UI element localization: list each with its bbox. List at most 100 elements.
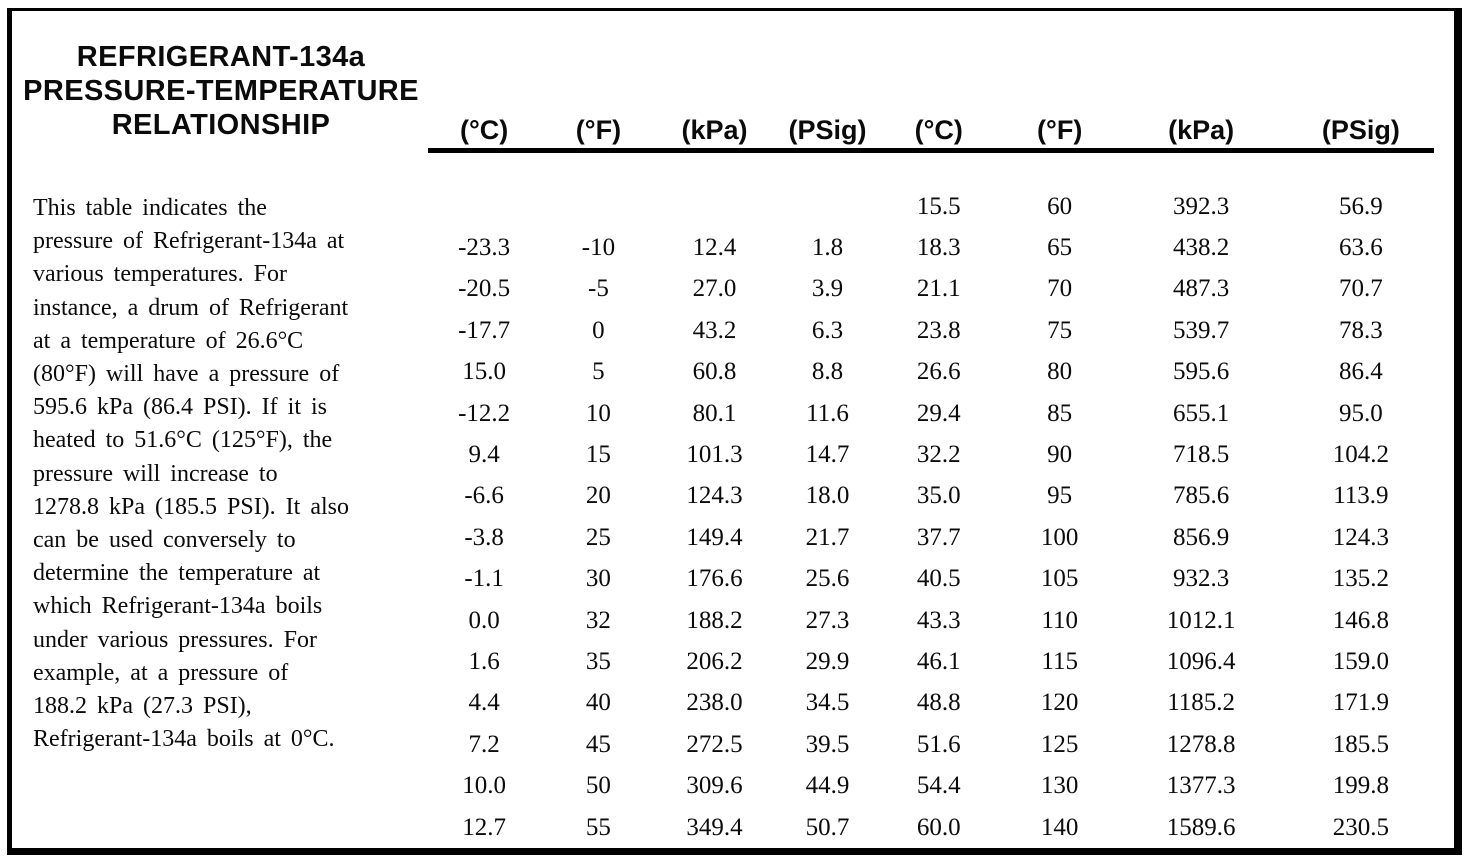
table-cell: 0 <box>592 316 605 344</box>
page-title: REFRIGERANT-134a PRESSURE-TEMPERATURE RE… <box>16 40 426 142</box>
table-cell: 309.6 <box>686 772 743 800</box>
table-cell: 54.4 <box>916 772 961 800</box>
table-cell: 50 <box>585 772 611 800</box>
table-cell: 185.5 <box>1332 730 1390 758</box>
table-row: 9.4 15 101.3 14.7 32.2 90 718.5 104.2 <box>428 434 1444 475</box>
column-header: (°C) <box>459 115 509 145</box>
table-cell: 15.0 <box>462 358 506 386</box>
table-cell: 70.7 <box>1339 275 1383 303</box>
table-cell: 1.6 <box>468 647 500 675</box>
table-cell: 60.0 <box>916 813 961 841</box>
table-cell: 51.6 <box>916 730 961 758</box>
table-cell: 32 <box>585 606 611 634</box>
table-cell: 32.2 <box>916 441 961 469</box>
table-cell: 80.1 <box>692 399 737 427</box>
table-cell: 10.0 <box>462 772 506 800</box>
table-cell: 40.5 <box>916 565 961 593</box>
table-cell: 48.8 <box>916 689 961 717</box>
table-cell: 30 <box>585 565 611 593</box>
table-cell: 70 <box>1047 275 1073 303</box>
table-row: 15.5 60 392.3 56.9 <box>428 186 1444 227</box>
table-cell: -1.1 <box>464 565 504 593</box>
table-cell: 95.0 <box>1339 399 1383 427</box>
table-cell: 124.3 <box>1332 523 1390 551</box>
table-cell: 8.8 <box>811 358 844 386</box>
table-cell: 176.6 <box>686 565 743 593</box>
table-cell: 29.9 <box>805 647 850 675</box>
title-line: RELATIONSHIP <box>111 109 331 141</box>
table-cell: 856.9 <box>1173 523 1230 551</box>
table-cell: 4.4 <box>468 689 500 717</box>
column-header: (kPa) <box>1168 115 1235 145</box>
table-cell: 20 <box>585 482 611 510</box>
table-row: 0.0 32 188.2 27.3 43.3 110 1012.1 146.8 <box>428 600 1444 641</box>
column-header: (PSig) <box>1321 115 1400 145</box>
table-cell: 25 <box>585 523 611 551</box>
table-cell: -20.5 <box>458 275 511 303</box>
column-header: (kPa) <box>681 115 748 145</box>
table-cell: 199.8 <box>1332 772 1390 800</box>
table-cell: 25.6 <box>805 565 850 593</box>
table-row: 10.0 50 309.6 44.9 54.4 130 1377.3 199.8 <box>428 765 1444 806</box>
table-cell: 0.0 <box>468 606 500 634</box>
table-cell: 655.1 <box>1173 399 1230 427</box>
description-paragraph: This table indicates the pressure of Refr… <box>33 192 349 756</box>
table-cell: 5 <box>592 358 605 386</box>
table-cell: 43.2 <box>692 316 737 344</box>
title-line: REFRIGERANT-134a <box>76 41 366 73</box>
table-cell: 9.4 <box>468 441 500 469</box>
table-cell: 7.2 <box>468 730 500 758</box>
table-cell: 11.6 <box>806 399 849 427</box>
table-cell: 44.9 <box>805 772 850 800</box>
table-cell: 78.3 <box>1339 316 1383 344</box>
table-cell: 46.1 <box>916 647 961 675</box>
table-cell: 86.4 <box>1339 358 1383 386</box>
table-cell: 115 <box>1041 647 1078 675</box>
table-cell: 21.7 <box>805 523 850 551</box>
table-cell: 80 <box>1047 358 1073 386</box>
table-cell: 34.5 <box>805 689 850 717</box>
table-cell: 785.6 <box>1173 482 1230 510</box>
table-row: -12.2 10 80.1 11.6 29.4 85 655.1 95.0 <box>428 393 1444 434</box>
table-cell: 50.7 <box>805 813 850 841</box>
table-cell: 60.8 <box>692 358 737 386</box>
table-cell: 37.7 <box>916 523 961 551</box>
table-cell: 18.3 <box>916 234 961 262</box>
table-cell: 43.3 <box>916 606 961 634</box>
table-row: 1.6 35 206.2 29.9 46.1 115 1096.4 159.0 <box>428 641 1444 682</box>
table-cell: 140 <box>1040 813 1079 841</box>
table-cell: 104.2 <box>1332 441 1390 469</box>
table-cell: 21.1 <box>916 275 961 303</box>
table-cell: 35 <box>585 647 611 675</box>
table-cell: 125 <box>1040 730 1079 758</box>
table-cell: 105 <box>1040 565 1079 593</box>
table-cell: 135.2 <box>1332 565 1390 593</box>
table-cell: 6.3 <box>811 316 844 344</box>
table-cell: 124.3 <box>686 482 743 510</box>
table-cell: 1.8 <box>811 234 844 262</box>
title-line: PRESSURE-TEMPERATURE <box>23 75 419 107</box>
table-cell: 63.6 <box>1339 234 1383 262</box>
table-cell: 159.0 <box>1332 647 1390 675</box>
table-cell: 60 <box>1047 192 1073 220</box>
description-line: at a temperature of 26.6°C <box>33 327 304 354</box>
table-cell: -17.7 <box>458 316 511 344</box>
table-cell: 65 <box>1047 234 1073 262</box>
table-cell: 171.9 <box>1332 689 1390 717</box>
description-line: determine the temperature at <box>33 560 321 587</box>
table-cell: 487.3 <box>1173 275 1230 303</box>
table-cell: 75 <box>1047 316 1073 344</box>
table-cell: 149.4 <box>686 523 743 551</box>
table-cell: 40 <box>585 689 611 717</box>
description-line: Refrigerant-134a boils at 0°C. <box>33 726 335 753</box>
table-cell: 1185.2 <box>1167 689 1236 717</box>
table-cell: 120 <box>1040 689 1079 717</box>
table-cell: 18.0 <box>805 482 850 510</box>
table-cell: 15 <box>585 441 611 469</box>
table-cell: 718.5 <box>1173 441 1230 469</box>
description-line: under various pressures. For <box>33 626 317 653</box>
table-cell: 438.2 <box>1173 234 1230 262</box>
description-line: various temperatures. For <box>33 261 287 288</box>
column-header: (°F) <box>1037 115 1083 145</box>
